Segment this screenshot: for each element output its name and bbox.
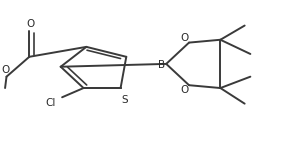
Text: O: O	[1, 65, 9, 75]
Text: O: O	[27, 19, 35, 29]
Text: Cl: Cl	[45, 98, 56, 108]
Text: S: S	[122, 95, 128, 105]
Text: B: B	[158, 60, 166, 70]
Text: O: O	[181, 33, 189, 43]
Text: O: O	[181, 85, 189, 95]
